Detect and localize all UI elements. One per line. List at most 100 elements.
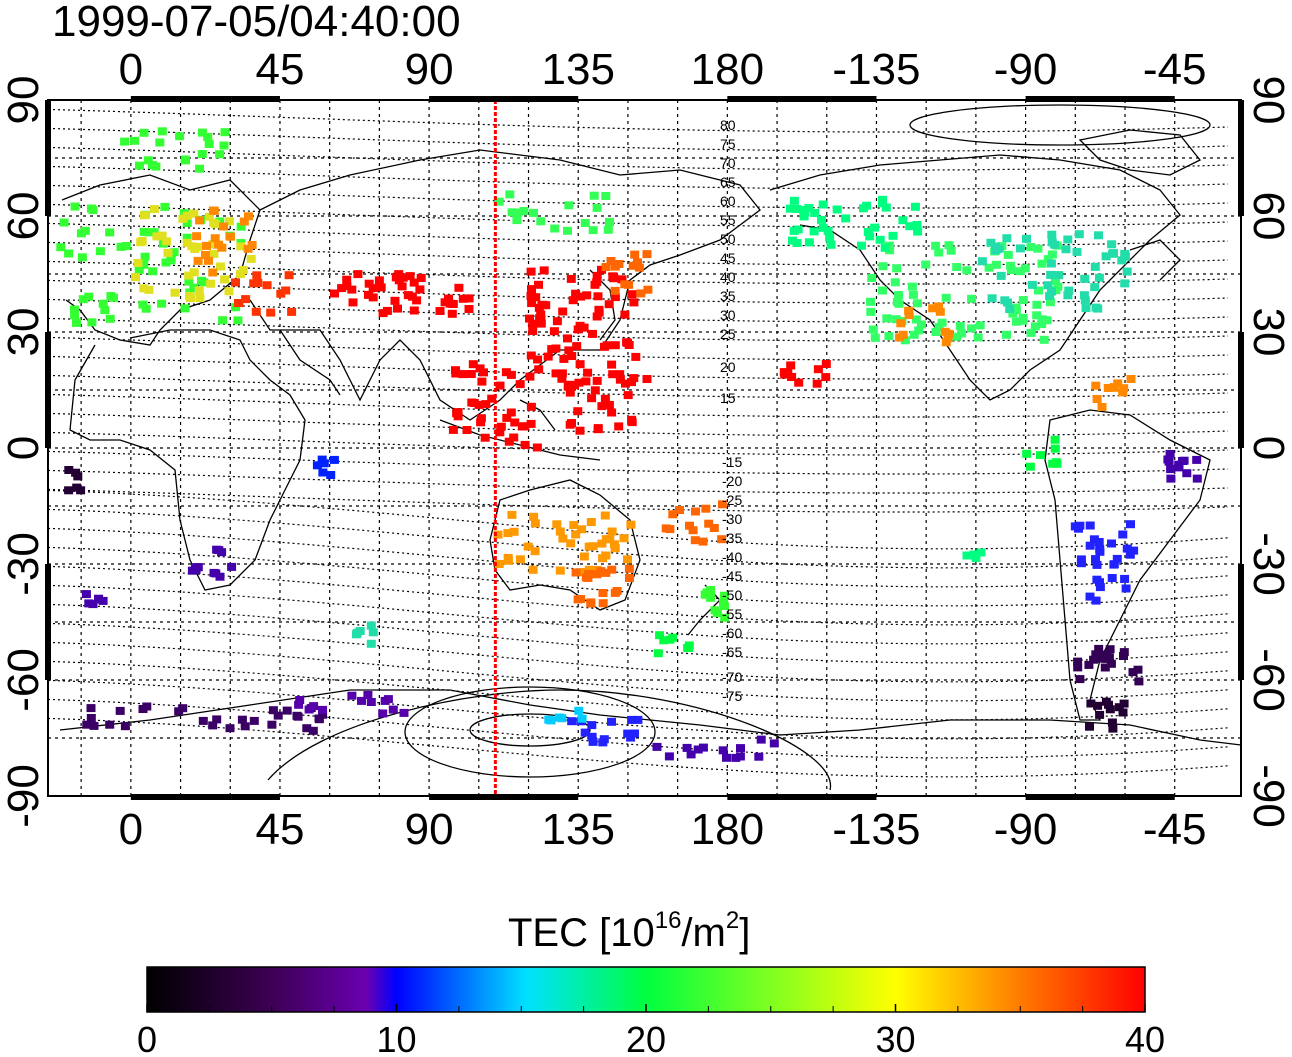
tec-cell xyxy=(220,128,230,137)
contour-label: 35 xyxy=(720,288,736,304)
tec-cell xyxy=(266,308,276,317)
tec-cell xyxy=(1107,718,1117,727)
tec-cell xyxy=(1094,231,1103,240)
tec-cell xyxy=(601,263,611,271)
contour-line xyxy=(48,203,1229,228)
tec-cell xyxy=(1018,296,1028,305)
tec-cell xyxy=(195,216,205,225)
tec-cell xyxy=(507,208,517,217)
tec-cell xyxy=(1085,722,1094,731)
tec-cell xyxy=(453,412,463,421)
tec-cell xyxy=(184,271,194,280)
tec-cell xyxy=(368,293,378,302)
tec-cell xyxy=(1125,550,1135,559)
tec-cell xyxy=(1045,298,1055,307)
tec-cell xyxy=(169,248,179,257)
tec-cell xyxy=(318,468,328,477)
tec-cell xyxy=(1192,474,1202,483)
tec-cell xyxy=(477,377,487,386)
tec-cell xyxy=(337,284,347,293)
tec-cell xyxy=(180,155,190,164)
tec-cell xyxy=(87,204,96,213)
tec-cell xyxy=(244,212,253,221)
tec-cell xyxy=(388,705,398,714)
tec-cell xyxy=(1107,539,1116,548)
tec-cell xyxy=(567,419,576,427)
tec-cell xyxy=(209,249,219,258)
tec-cell xyxy=(399,708,409,717)
tec-cell xyxy=(468,360,478,369)
tec-cell xyxy=(579,568,589,576)
lat-tick-label: 90 xyxy=(1244,76,1292,125)
tec-cell xyxy=(529,208,538,217)
tec-cell xyxy=(1092,560,1102,569)
tec-cell xyxy=(495,428,505,437)
tec-cell xyxy=(913,227,923,236)
tec-cell xyxy=(217,243,227,252)
tec-cell xyxy=(1026,328,1036,337)
tec-cell xyxy=(655,631,665,640)
contour-label: 15 xyxy=(720,390,736,406)
tec-cell xyxy=(458,294,468,303)
tec-cell xyxy=(543,352,553,361)
tec-cell xyxy=(190,245,200,253)
tec-cell xyxy=(1046,259,1056,268)
lat-tick-label: -90 xyxy=(1244,764,1292,828)
tec-cell xyxy=(882,314,892,323)
tec-cell xyxy=(536,217,546,226)
tec-cell xyxy=(78,295,88,304)
tec-cell xyxy=(84,599,94,608)
tec-cell xyxy=(1166,474,1176,483)
frame-bar xyxy=(1238,332,1244,448)
tec-cell xyxy=(588,226,598,235)
tec-cell xyxy=(584,565,594,574)
tec-cell xyxy=(80,226,90,235)
tec-cell xyxy=(601,192,611,200)
lat-tick-label: 60 xyxy=(0,192,48,241)
tec-cell xyxy=(342,275,352,284)
tec-cell xyxy=(1120,279,1130,288)
tec-cell xyxy=(503,529,513,538)
tec-cell xyxy=(607,527,617,536)
tec-cell xyxy=(86,714,96,722)
tec-cell xyxy=(1091,555,1100,564)
tec-cell xyxy=(120,722,130,731)
tec-cell xyxy=(131,273,140,282)
tec-cell xyxy=(502,413,512,422)
tec-cell xyxy=(251,307,261,316)
tec-cell xyxy=(934,248,944,257)
tec-cell xyxy=(604,300,614,309)
tec-cell xyxy=(615,370,625,379)
tec-cell xyxy=(180,304,190,313)
tec-cell xyxy=(201,251,210,259)
tec-cell xyxy=(142,702,152,711)
tec-cell xyxy=(1075,675,1085,684)
tec-cell xyxy=(896,319,906,328)
tec-cell xyxy=(348,298,358,307)
tec-cell xyxy=(600,394,610,403)
tec-cell xyxy=(210,234,220,243)
tec-cell xyxy=(704,519,714,528)
tec-cell xyxy=(509,527,519,536)
tec-cell xyxy=(204,256,213,265)
tec-cell xyxy=(494,197,504,206)
contour-line xyxy=(48,108,1229,133)
tec-cell xyxy=(821,360,831,368)
tec-cell xyxy=(397,282,407,291)
contour-line xyxy=(48,393,1229,418)
tec-cell xyxy=(549,327,559,336)
tec-cell xyxy=(203,132,213,141)
tec-cell xyxy=(529,512,539,521)
contour-label: -35 xyxy=(722,530,742,546)
tec-cell xyxy=(139,128,149,137)
tec-cell xyxy=(809,227,819,236)
tec-cell xyxy=(601,568,611,577)
lon-tick-label: -135 xyxy=(832,45,920,94)
tec-cell xyxy=(566,274,576,283)
tec-cell xyxy=(607,565,617,574)
tec-cell xyxy=(586,518,596,526)
tec-cell xyxy=(216,262,225,271)
tec-cell xyxy=(593,292,603,301)
tec-cell xyxy=(575,360,585,369)
tec-cell xyxy=(1043,255,1053,264)
